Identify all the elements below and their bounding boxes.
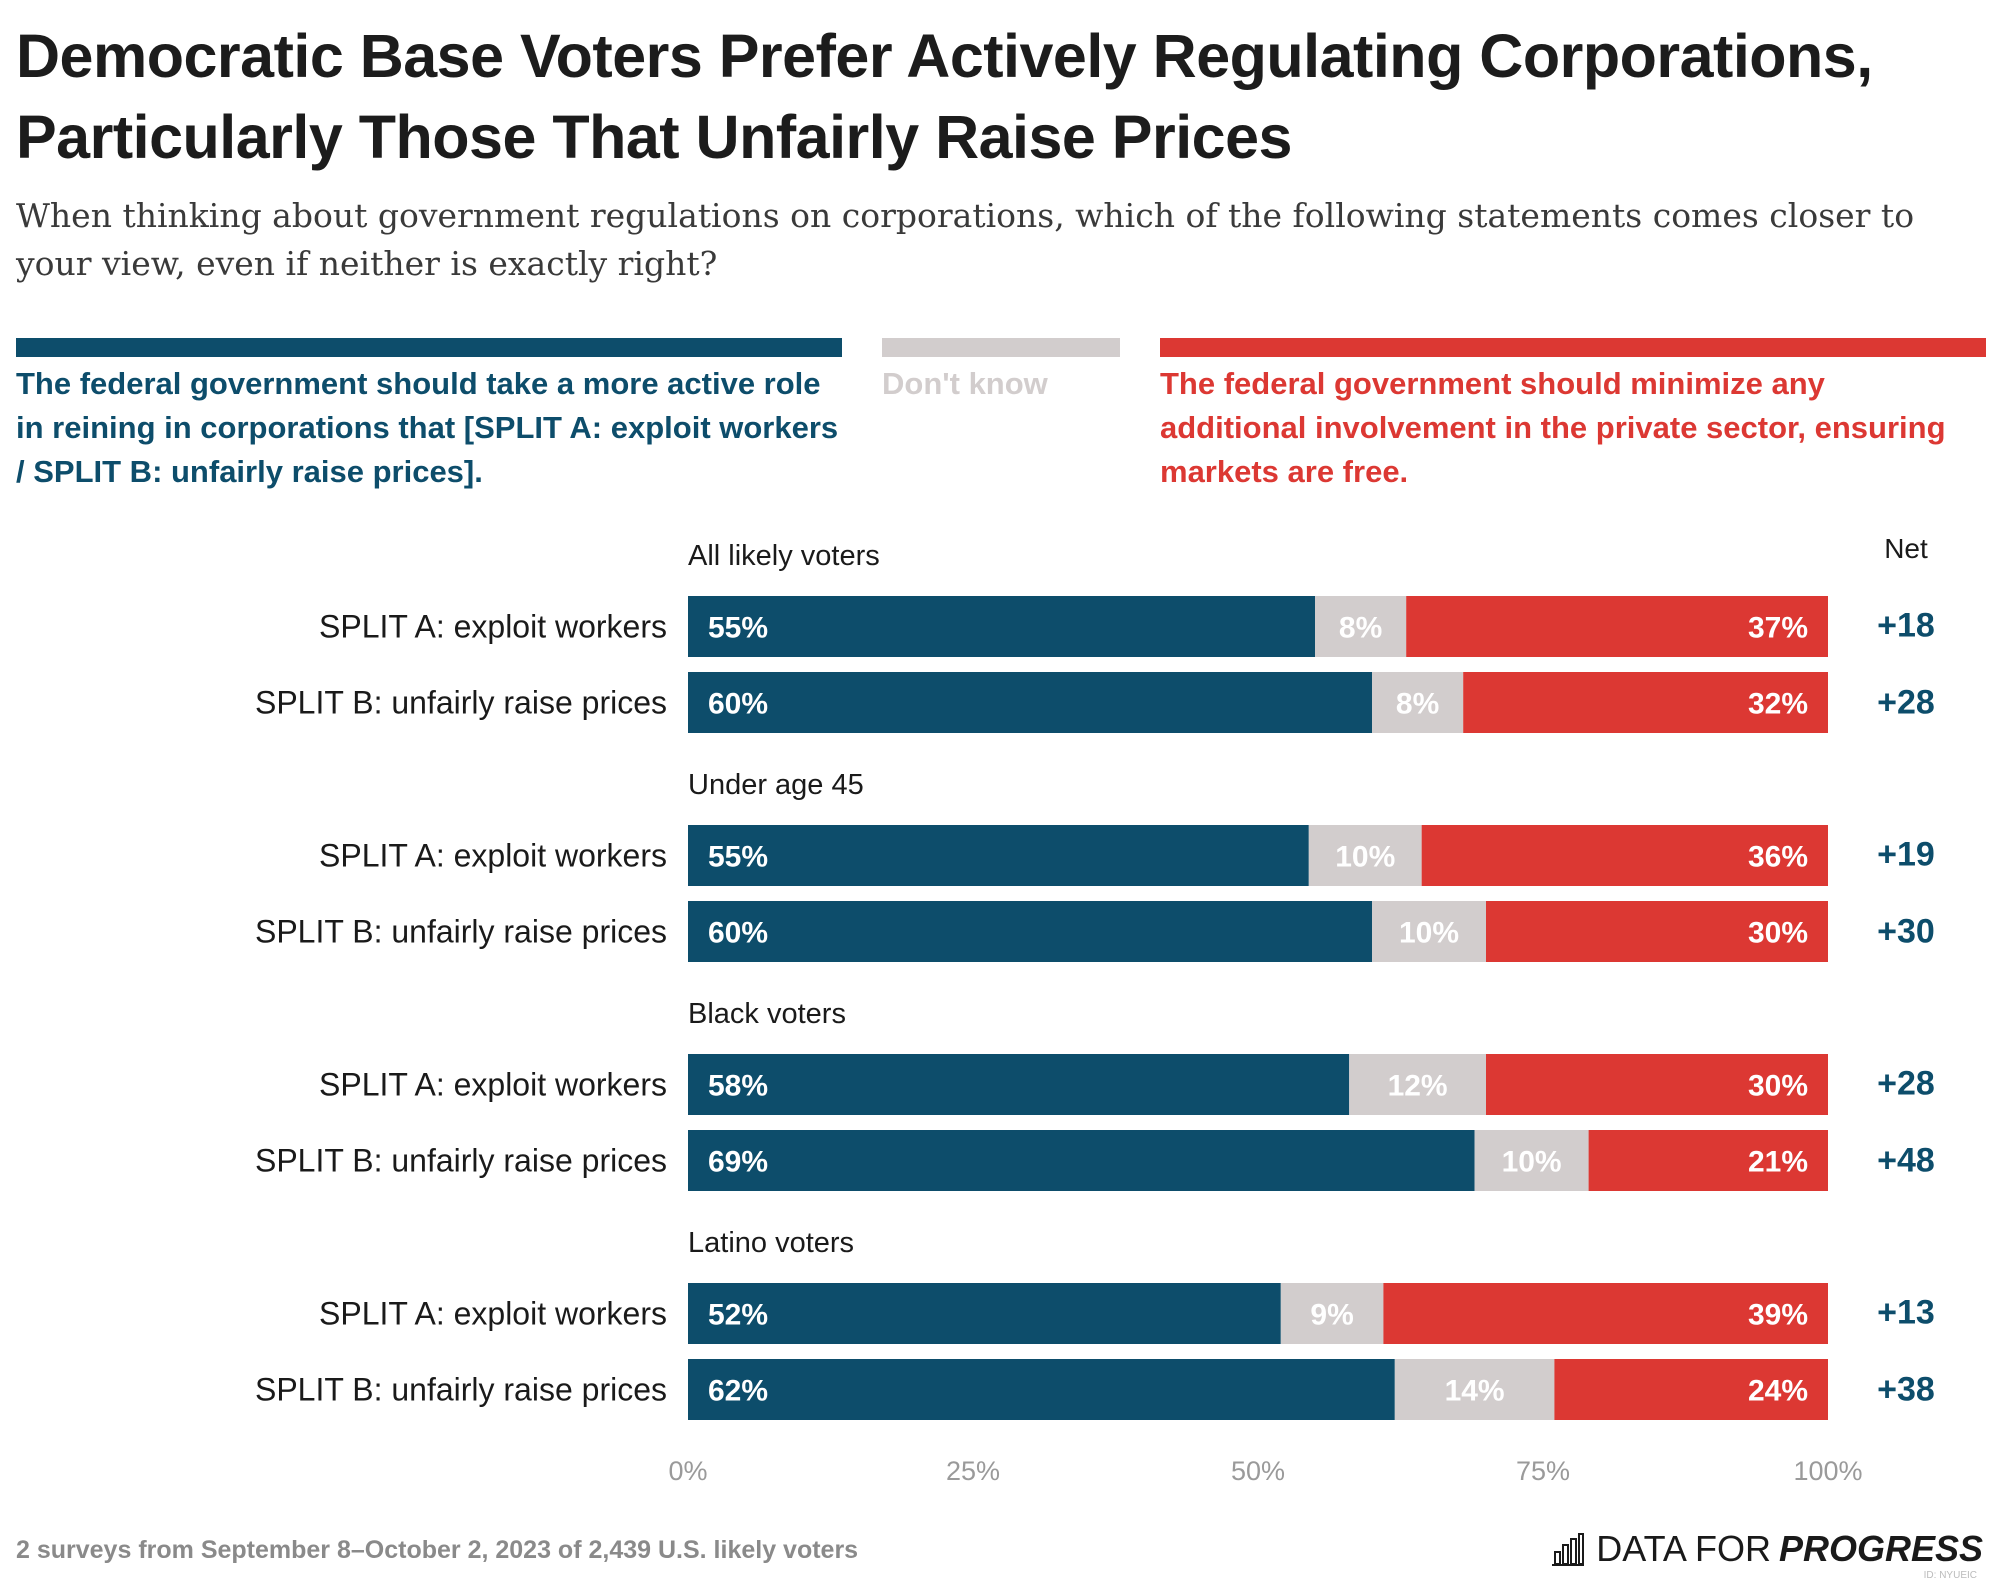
group-label: All likely voters [688,540,880,572]
data-label-minimize: 30% [1748,1070,1808,1103]
net-value: +13 [1877,1294,1935,1332]
legend-label-active: The federal government should take a mor… [16,366,839,489]
bar-segment-minimize [1588,1130,1828,1191]
stacked-bar-chart: Net All likely voters SPLIT A: exploit wor… [255,533,1935,1486]
data-label-active: 62% [708,1375,768,1408]
data-label-minimize: 21% [1748,1146,1808,1179]
data-label-active: 55% [708,612,768,645]
bar-segment-minimize [1486,1054,1828,1115]
brand-logo: DATA FOR PROGRESS [1550,1528,1983,1570]
data-label-active: 60% [708,917,768,950]
bar-segment-active [688,1359,1395,1420]
data-label-active: 52% [708,1299,768,1332]
x-tick-label: 0% [668,1456,707,1486]
bar-segment-minimize [1486,901,1828,962]
net-value: +18 [1877,607,1935,645]
data-label-dont-know: 10% [1399,917,1459,950]
bar-segment-minimize [1554,1359,1828,1420]
data-label-dont-know: 8% [1339,612,1382,645]
legend-swatch-dont-know [882,338,1120,357]
source-footnote: 2 surveys from September 8–October 2, 20… [16,1536,859,1564]
row-label: SPLIT B: unfairly raise prices [255,685,667,721]
bar-segment-dont-know [1349,1054,1486,1115]
data-label-dont-know: 12% [1388,1070,1448,1103]
brand-prefix: DATA FOR [1596,1528,1771,1569]
data-label-minimize: 37% [1748,612,1808,645]
x-tick-label: 100% [1793,1456,1862,1486]
data-label-dont-know: 10% [1335,841,1395,874]
row-label: SPLIT B: unfairly raise prices [255,914,667,950]
data-label-minimize: 30% [1748,917,1808,950]
net-value: +30 [1877,913,1935,951]
bar-segment-minimize [1463,672,1828,733]
bar-segment-dont-know [1394,1359,1555,1420]
legend-swatch-minimize [1160,338,1986,357]
row-label: SPLIT A: exploit workers [319,609,667,645]
bar-segment-dont-know [1315,596,1407,657]
data-label-minimize: 24% [1748,1375,1808,1408]
legend-label-minimize: The federal government should minimize a… [1160,366,1946,489]
data-label-minimize: 32% [1748,688,1808,721]
data-label-minimize: 36% [1748,841,1808,874]
net-header: Net [1884,533,1928,564]
net-value: +38 [1877,1371,1935,1409]
net-value: +28 [1877,684,1935,722]
chart-id: ID: NYUEIC [1923,1570,1977,1581]
data-label-dont-know: 9% [1310,1299,1353,1332]
bar-segment-minimize [1406,596,1828,657]
row-label: SPLIT B: unfairly raise prices [255,1143,667,1179]
row-label: SPLIT A: exploit workers [319,838,667,874]
bar-segment-active [688,1054,1350,1115]
net-value: +28 [1877,1065,1935,1103]
bar-segment-dont-know [1308,825,1422,886]
data-label-minimize: 39% [1748,1299,1808,1332]
row-label: SPLIT A: exploit workers [319,1296,667,1332]
data-label-active: 55% [708,841,768,874]
bar-segment-dont-know [1280,1283,1384,1344]
data-label-active: 60% [708,688,768,721]
bar-segment-active [688,1283,1281,1344]
bar-segment-active [688,901,1372,962]
bar-segment-active [688,1130,1475,1191]
bar-segment-dont-know [1474,1130,1589,1191]
bar-segment-active [688,672,1372,733]
net-value: +19 [1877,836,1935,874]
x-tick-label: 50% [1231,1456,1285,1486]
chart-title: Democratic Base Voters Prefer Actively R… [16,22,1873,171]
data-label-active: 69% [708,1146,768,1179]
bar-chart-logo-icon [1552,1533,1585,1566]
bar-segment-minimize [1383,1283,1828,1344]
data-label-dont-know: 10% [1502,1146,1562,1179]
row-label: SPLIT B: unfairly raise prices [255,1372,667,1408]
net-value: +48 [1877,1142,1935,1180]
data-label-dont-know: 14% [1445,1375,1505,1408]
group-label: Under age 45 [688,769,864,801]
x-tick-label: 25% [946,1456,1000,1486]
chart-subtitle: When thinking about government regulatio… [16,196,1915,283]
bar-segment-active [688,596,1315,657]
bar-segment-minimize [1421,825,1828,886]
bar-segment-dont-know [1372,672,1464,733]
brand-suffix: PROGRESS [1778,1528,1983,1569]
data-label-active: 58% [708,1070,768,1103]
row-label: SPLIT A: exploit workers [319,1067,667,1103]
data-label-dont-know: 8% [1396,688,1439,721]
x-tick-label: 75% [1516,1456,1570,1486]
bar-segment-dont-know [1372,901,1486,962]
bar-segment-active [688,825,1309,886]
group-label: Latino voters [688,1227,854,1259]
group-label: Black voters [688,998,846,1030]
legend-label-dont-know: Don't know [882,366,1048,401]
legend-swatch-active [16,338,842,357]
